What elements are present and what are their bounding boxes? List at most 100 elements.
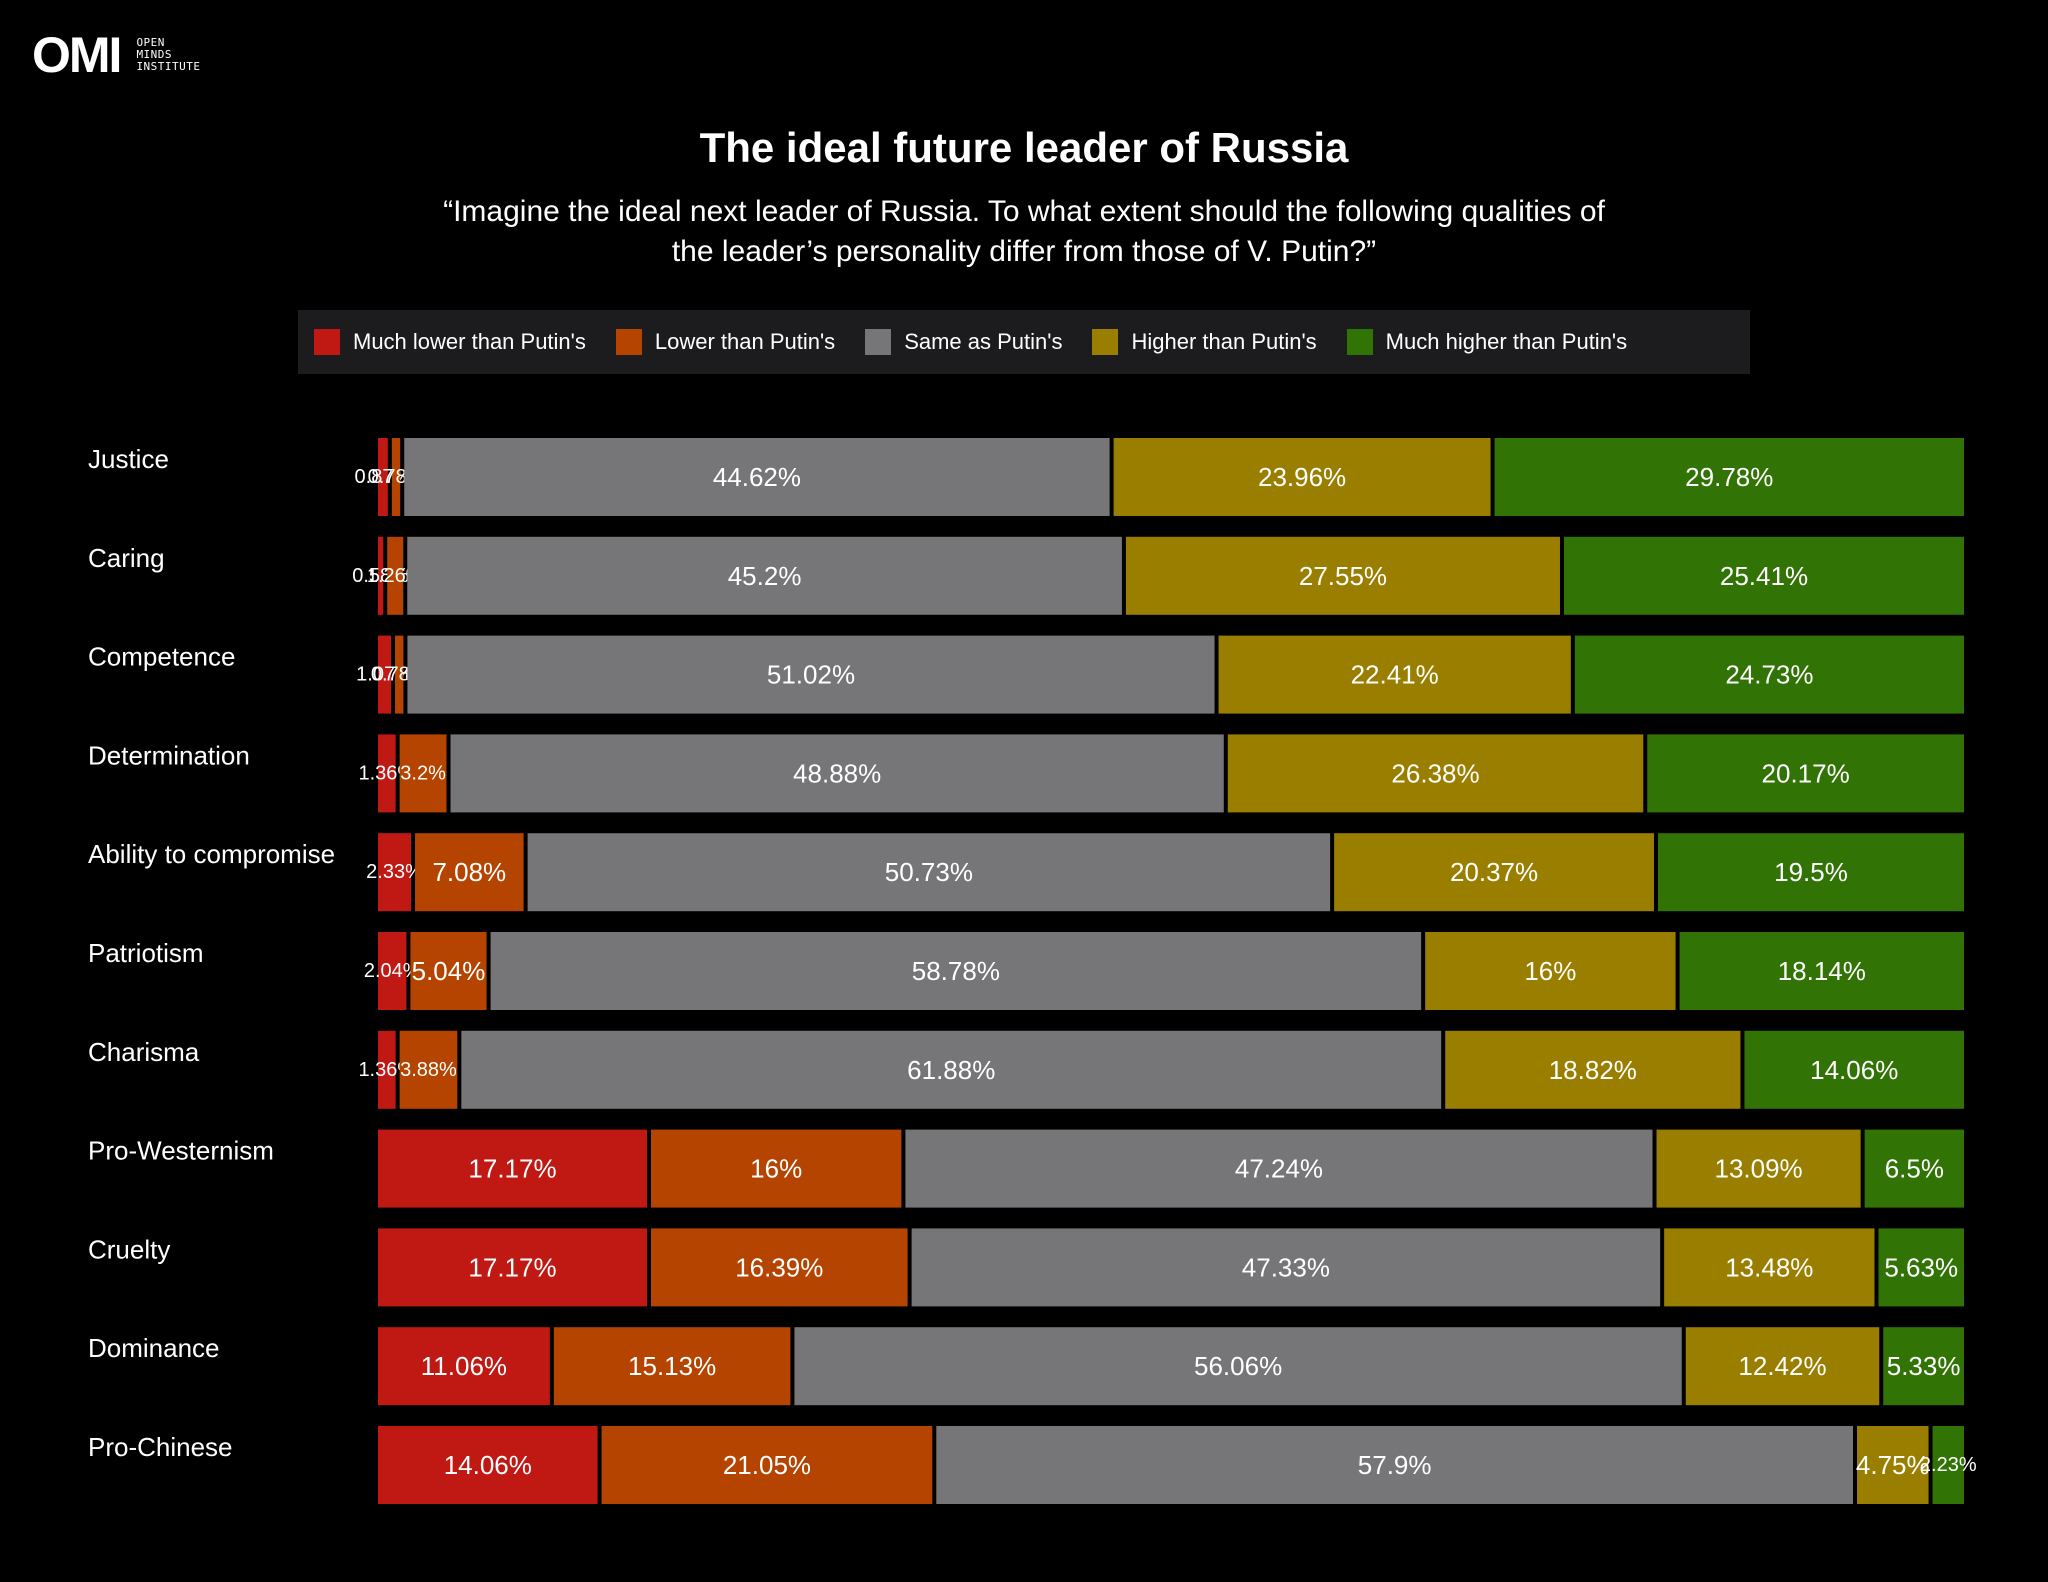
bar-segment [387,536,404,615]
data-label: 18.14% [1778,956,1866,986]
legend-label: Higher than Putin's [1131,329,1317,354]
bar-segment [410,932,487,1010]
category-label: Patriotism [88,938,204,968]
bar-segment [1878,1228,1964,1307]
data-label: 2.33% [366,861,423,883]
legend-swatch-higher [1092,329,1119,355]
legend: Much lower than Putin's Lower than Putin… [298,310,1750,374]
bar-segment [1113,438,1491,516]
logo: OMI OPEN MINDS INSTITUTE [32,30,201,80]
bar-segment [399,1030,458,1109]
bar-segment [1334,833,1654,912]
data-label: 16% [1524,956,1576,986]
bar-segment [1864,1129,1964,1208]
data-label: 27.55% [1299,561,1387,591]
bar-segment [378,1228,648,1307]
bar-segment [1932,1426,1964,1504]
bar-segment [1657,833,1964,912]
bar-segment [794,1327,1682,1406]
bar-segment [407,536,1122,615]
data-label: 14.06% [444,1450,532,1480]
data-label: 13.48% [1725,1252,1813,1282]
bar-segment [1664,1228,1875,1307]
legend-item-much-higher: Much higher than Putin's [1346,329,1628,355]
data-label: 61.88% [907,1055,995,1085]
category-label: Cruelty [88,1234,170,1264]
bar-segment [1679,932,1964,1010]
data-label: 24.73% [1725,660,1813,690]
logo-line-2: MINDS [136,48,173,61]
data-label: 16% [750,1154,802,1184]
chart-title: The ideal future leader of Russia [699,124,1349,171]
bar-segment [1125,536,1560,615]
category-label: Charisma [88,1037,200,1067]
logo-text: OPEN MINDS INSTITUTE [136,37,200,73]
category-label: Competence [88,642,235,672]
bar-segment [378,1426,598,1504]
data-label: 5.33% [1887,1351,1961,1381]
legend-label: Much lower than Putin's [353,329,586,354]
category-label: Justice [88,444,169,474]
bar-segment [450,734,1224,813]
data-label: 45.2% [728,561,802,591]
data-label: 15.13% [628,1351,716,1381]
legend-item-same: Same as Putin's [865,329,1062,355]
data-label: 21.05% [723,1450,811,1480]
legend-label: Lower than Putin's [654,329,836,354]
data-label: 3.88% [400,1059,457,1081]
data-label: 44.62% [713,462,801,492]
data-label: 11.06% [421,1351,507,1381]
category-label: Pro-Westernism [88,1136,274,1166]
data-label: 51.02% [767,660,855,690]
bar-segment [378,438,388,516]
bar-segment [415,833,524,912]
bar-segment [378,536,384,615]
data-label: 18.82% [1549,1055,1637,1085]
bar-segment [1227,734,1644,813]
data-label: 29.78% [1685,462,1773,492]
data-label: 12.42% [1738,1351,1826,1381]
data-label: 58.78% [912,956,1000,986]
bar-segment [1574,635,1964,714]
bar-segment [1656,1129,1861,1208]
data-label: 17.17% [468,1154,556,1184]
data-label: 47.33% [1242,1252,1330,1282]
data-label: 16.39% [735,1252,823,1282]
bar-segment [905,1129,1653,1208]
bar-segment [399,734,447,813]
data-label: 3.2% [400,762,446,784]
legend-item-much-lower: Much lower than Putin's [314,329,586,355]
legend-label: Much higher than Putin's [1385,329,1628,354]
chart-subtitle: “Imagine the ideal next leader of Russia… [0,192,2048,272]
bar-segment [936,1426,1854,1504]
bar-segment [378,932,407,1010]
category-label: Dominance [88,1333,220,1363]
data-label: 20.17% [1762,758,1850,788]
data-label: 5.04% [412,956,486,986]
bar-segment [404,438,1110,516]
bar-segment [391,438,401,516]
subtitle-line-2: the leader’s personality differ from tho… [671,235,1377,268]
bar-segment [1563,536,1964,615]
bar-segment [1744,1030,1964,1109]
bar-segment [378,1030,396,1109]
legend-swatch-much-lower [314,329,340,355]
category-label: Determination [88,740,250,770]
data-label: 2.23% [1920,1454,1977,1476]
category-label: Ability to compromise [88,839,335,869]
category-label: Pro-Chinese [88,1432,233,1462]
data-label: 20.37% [1450,857,1538,887]
data-label: 56.06% [1194,1351,1282,1381]
data-label: 4.75% [1856,1450,1930,1480]
legend-swatch-much-higher [1346,329,1373,355]
bar-segment [378,734,396,813]
data-label: 17.17% [468,1252,556,1282]
data-label: 23.96% [1258,462,1346,492]
data-label: 6.5% [1885,1154,1944,1184]
bar-segment [651,1129,902,1208]
bar-segment [395,635,404,714]
bar-segment [553,1327,791,1406]
legend-label: Same as Putin's [904,329,1063,354]
bar-segment [911,1228,1661,1307]
